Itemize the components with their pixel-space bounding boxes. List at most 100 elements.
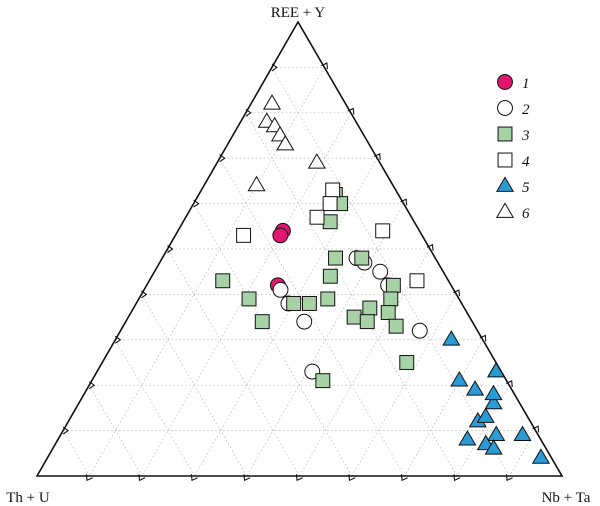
data-point-5 xyxy=(484,384,503,401)
data-point-3 xyxy=(383,291,399,307)
data-point-4 xyxy=(322,196,338,212)
data-point-4 xyxy=(309,209,325,225)
data-point-5 xyxy=(531,448,551,464)
grid-line xyxy=(219,158,405,477)
tick-mark xyxy=(347,107,355,115)
tick-mark xyxy=(193,199,200,208)
data-point-2 xyxy=(296,313,313,330)
data-point-3 xyxy=(286,296,302,311)
data-point-5 xyxy=(442,330,461,346)
data-point-6 xyxy=(247,175,266,192)
legend-marker-4 xyxy=(497,152,513,168)
legend-label-2: 2 xyxy=(522,102,530,118)
legend-marker-5 xyxy=(495,176,515,192)
data-point-3 xyxy=(362,300,378,316)
triangle-frame xyxy=(35,20,564,477)
data-point-3 xyxy=(328,250,343,266)
legend-marker-6 xyxy=(495,202,515,218)
data-point-3 xyxy=(385,277,401,293)
tick-mark xyxy=(373,153,381,160)
data-point-2 xyxy=(372,263,389,280)
data-point-3 xyxy=(315,373,331,389)
data-point-3 xyxy=(388,318,404,334)
tick-mark xyxy=(479,334,487,342)
data-point-4 xyxy=(409,273,425,289)
data-point-3 xyxy=(354,250,370,266)
data-point-1 xyxy=(272,227,289,244)
legend-symbol xyxy=(495,176,515,192)
data-point-3 xyxy=(380,305,396,321)
tick-mark xyxy=(453,474,461,482)
vertex-label-right: Nb + Ta xyxy=(542,490,591,506)
data-point-3 xyxy=(254,314,270,330)
data-point-3 xyxy=(346,309,362,325)
tick-mark xyxy=(243,474,251,482)
tick-mark xyxy=(167,245,174,253)
legend-symbol xyxy=(497,126,513,142)
grid-line xyxy=(89,67,325,477)
tick-mark xyxy=(426,243,434,251)
grid-line xyxy=(509,430,536,477)
data-point-5 xyxy=(476,407,495,423)
data-point-5 xyxy=(486,361,506,378)
legend-label-1: 1 xyxy=(522,76,530,92)
data-point-3 xyxy=(241,291,257,307)
data-point-3 xyxy=(399,355,415,370)
tick-mark xyxy=(295,474,303,482)
data-point-3 xyxy=(301,296,317,311)
data-point-6 xyxy=(262,94,282,110)
data-point-3 xyxy=(215,273,231,289)
tick-mark xyxy=(114,335,122,344)
tick-mark xyxy=(505,474,513,482)
tick-mark xyxy=(271,63,278,72)
data-point-6 xyxy=(276,134,295,151)
data-points xyxy=(215,94,551,464)
legend-marker-3 xyxy=(497,126,513,142)
tick-mark xyxy=(190,474,198,482)
legend-label-3: 3 xyxy=(521,128,530,144)
grid-line xyxy=(62,430,90,477)
tick-mark xyxy=(85,474,93,482)
data-point-6 xyxy=(307,153,326,169)
tick-mark xyxy=(138,474,146,482)
data-point-3 xyxy=(322,268,338,284)
tick-mark xyxy=(400,474,408,482)
data-point-5 xyxy=(450,371,469,387)
grid-line xyxy=(271,67,510,477)
data-point-3 xyxy=(320,291,336,307)
legend-label-5: 5 xyxy=(522,180,530,196)
legend-marker-1 xyxy=(497,74,513,90)
vertex-label-top: REE + Y xyxy=(271,5,326,21)
tick-mark xyxy=(88,381,96,390)
tick-mark xyxy=(505,380,513,387)
data-point-2 xyxy=(411,322,428,339)
data-point-5 xyxy=(513,425,532,441)
data-point-5 xyxy=(484,393,503,410)
data-point-3 xyxy=(359,314,375,330)
grid-line xyxy=(456,385,510,477)
grid-line xyxy=(114,339,195,477)
grid-line xyxy=(404,339,484,477)
triangle-outline xyxy=(35,20,564,477)
data-point-5 xyxy=(484,439,503,455)
tick-mark xyxy=(62,426,70,435)
data-point-5 xyxy=(487,425,506,441)
legend-marker-2 xyxy=(497,100,513,116)
data-point-5 xyxy=(458,430,477,446)
tick-mark xyxy=(532,425,540,433)
grid-line xyxy=(194,158,378,477)
tick-mark xyxy=(245,108,252,117)
data-point-2 xyxy=(272,281,289,298)
tick-mark xyxy=(453,289,460,297)
data-point-4 xyxy=(325,182,341,198)
grid-line xyxy=(88,385,143,477)
grid-lines xyxy=(62,67,536,477)
legend-symbol xyxy=(497,152,513,168)
legend-label-6: 6 xyxy=(522,206,530,222)
tick-mark xyxy=(141,290,148,299)
vertex-label-left: Th + U xyxy=(6,490,50,506)
data-point-4 xyxy=(375,223,391,239)
legend-symbol xyxy=(495,202,515,218)
tick-mark xyxy=(321,62,328,70)
